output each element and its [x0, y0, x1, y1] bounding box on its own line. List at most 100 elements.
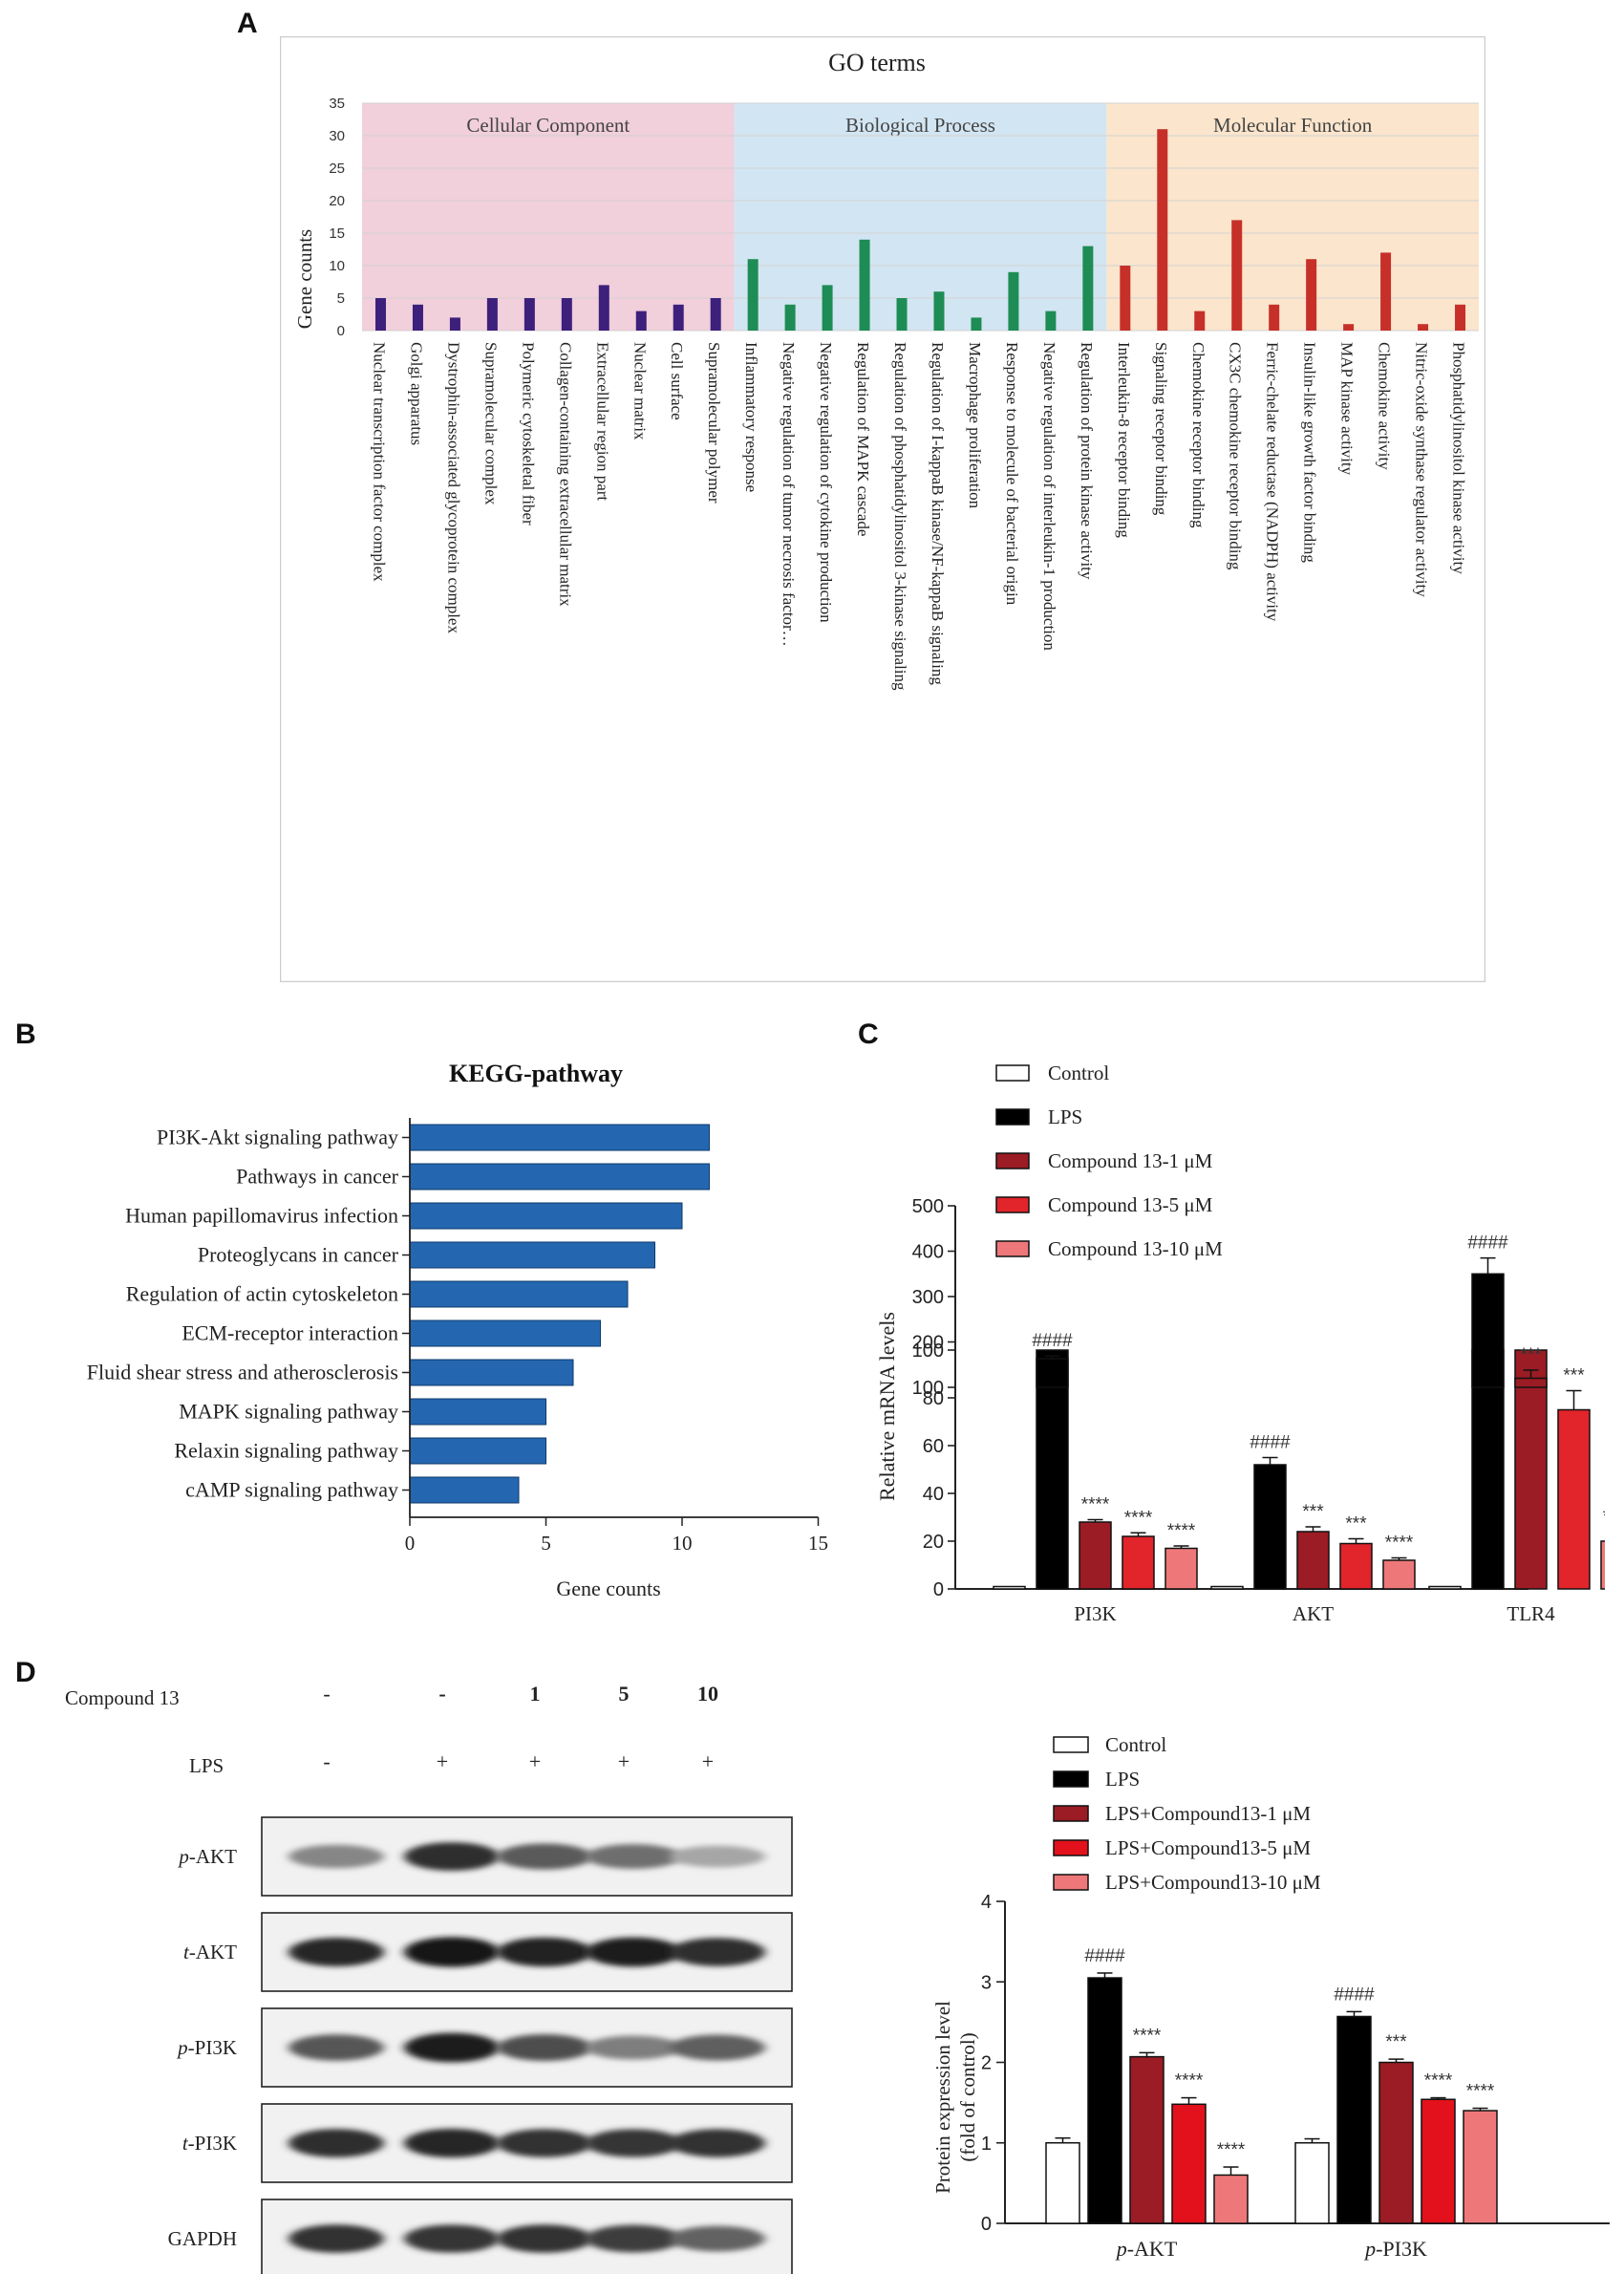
blot-band [670, 1845, 765, 1868]
go-bar [486, 298, 498, 331]
protein-category-prefix: p [1363, 2237, 1376, 2261]
protein-significance-label: **** [1466, 2082, 1495, 2102]
protein-bar [1463, 2110, 1498, 2224]
go-bar [710, 298, 721, 331]
protein-significance-label: #### [1084, 1946, 1125, 1966]
mrna-significance-label: #### [1250, 1433, 1291, 1453]
kegg-category-label: ECM-receptor interaction [182, 1321, 398, 1345]
mrna-significance-label: **** [1124, 1508, 1153, 1528]
kegg-category-label: Human papillomavirus infection [125, 1204, 398, 1228]
go-y-tick-label: 25 [329, 161, 345, 177]
panel-letter-c: C [858, 1019, 879, 1050]
go-category-label: Regulation of protein kinase activity [1078, 342, 1096, 580]
blot-treatment-value: + [529, 1749, 541, 1773]
protein-category-prefix: p [1115, 2237, 1127, 2261]
kegg-bar [409, 1202, 683, 1230]
go-bar [822, 285, 833, 331]
protein-bar [1045, 2142, 1080, 2224]
mrna-y-tick-label: 300 [912, 1287, 944, 1308]
protein-significance-label: **** [1133, 2026, 1162, 2046]
blot-treatment-value: + [702, 1749, 714, 1773]
mrna-significance-label: *** [1520, 1345, 1542, 1365]
mrna-y-tick-label: 20 [923, 1532, 944, 1553]
blot-band-label-prefix: t [182, 2132, 189, 2155]
protein-y-tick-label: 2 [981, 2053, 992, 2074]
go-category-label: Interleukin-8 receptor binding [1115, 342, 1133, 538]
protein-significance-label: **** [1217, 2140, 1246, 2160]
go-y-tick-label: 30 [329, 128, 345, 144]
protein-y-axis-label: (fold of control) [956, 2032, 979, 2161]
protein-y-tick-label: 1 [981, 2134, 992, 2155]
mrna-y-tick-label: 200 [912, 1333, 944, 1354]
blot-band [586, 2224, 681, 2253]
go-y-axis-label: Gene counts [293, 229, 316, 329]
blot-band-label-name: GAPDH [168, 2227, 237, 2250]
mrna-bar [1079, 1521, 1112, 1590]
blot-band-label: p-AKT [177, 1845, 237, 1868]
kegg-bar [409, 1319, 601, 1347]
mrna-significance-label: *** [1302, 1502, 1324, 1522]
blot-treatment-label: Compound 13 [65, 1686, 180, 1709]
go-category-label: Insulin-like growth factor binding [1301, 342, 1319, 563]
go-group-label: Biological Process [845, 114, 995, 137]
go-category-label: Negative regulation of cytokine producti… [817, 342, 835, 623]
go-group-label: Cellular Component [466, 114, 630, 137]
mrna-bar-lower [1514, 1349, 1548, 1590]
kegg-category-label: Relaxin signaling pathway [174, 1439, 398, 1463]
go-category-label: Cell surface [668, 342, 686, 420]
kegg-bar [409, 1437, 546, 1465]
go-category-label: MAP kinase activity [1338, 342, 1357, 476]
mrna-significance-label: **** [1167, 1521, 1196, 1541]
protein-bar [1378, 2061, 1414, 2224]
kegg-category-label: MAPK signaling pathway [179, 1400, 398, 1424]
mrna-y-tick-label: 0 [933, 1579, 944, 1600]
mrna-bar [1296, 1531, 1330, 1590]
mrna-bar [1557, 1408, 1591, 1590]
blot-band [586, 1844, 681, 1869]
kegg-category-label: Proteoglycans in cancer [198, 1243, 399, 1267]
protein-category-label: p-AKT [1115, 2237, 1178, 2261]
go-bar [524, 298, 535, 331]
go-y-tick-label: 20 [329, 193, 345, 209]
go-category-label: Regulation of I-kappaB kinase/NF-kappaB … [929, 342, 947, 685]
protein-bar [1421, 2098, 1456, 2224]
mrna-bar [1382, 1559, 1416, 1590]
mrna-bar-lower [1471, 1349, 1505, 1590]
mrna-bar [1339, 1542, 1373, 1590]
kegg-bar [409, 1124, 710, 1151]
go-category-label: Nuclear transcription factor complex [370, 342, 388, 582]
go-category-label: Signaling receptor binding [1152, 342, 1170, 516]
protein-legend-label: LPS [1105, 1768, 1140, 1791]
go-category-label: Polymeric cytoskeletal fiber [519, 342, 537, 526]
go-bar [1157, 129, 1168, 331]
go-y-tick-label: 15 [329, 225, 345, 242]
mrna-y-tick-label: 80 [923, 1388, 944, 1409]
protein-legend-swatch [1053, 1839, 1089, 1856]
blot-band [586, 2035, 681, 2060]
mrna-significance-label: #### [1032, 1331, 1073, 1351]
protein-legend-label: LPS+Compound13-5 μM [1105, 1836, 1311, 1859]
go-category-label: Negative regulation of interleukin-1 pro… [1040, 342, 1058, 651]
blot-band [670, 2225, 765, 2252]
kegg-pathway-chart: KEGG-pathway Gene counts PI3K-Akt signal… [87, 1060, 828, 1600]
mrna-y-tick-label: 40 [923, 1484, 944, 1505]
blot-band [586, 1937, 681, 1967]
kegg-bar [409, 1359, 574, 1386]
blot-treatment-value: - [323, 1682, 330, 1706]
blot-band [586, 2129, 681, 2157]
mrna-significance-label: **** [1081, 1495, 1110, 1515]
go-category-label: Negative regulation of tumor necrosis fa… [780, 342, 798, 647]
blot-band-label-name: -PI3K [188, 2132, 237, 2155]
mrna-legend-swatch [995, 1064, 1030, 1082]
blot-band [670, 2034, 765, 2061]
go-bar [1120, 266, 1131, 331]
blot-band-label-prefix: p [177, 1845, 189, 1868]
blot-treatment-value: 5 [619, 1682, 630, 1706]
kegg-bar [409, 1241, 655, 1269]
blot-band [497, 2034, 592, 2061]
mrna-category-label: PI3K [1074, 1602, 1116, 1625]
mrna-category-label: AKT [1293, 1602, 1334, 1625]
blot-band-label-prefix: p [176, 2036, 188, 2059]
go-category-label: Chemokine receptor binding [1189, 342, 1207, 528]
